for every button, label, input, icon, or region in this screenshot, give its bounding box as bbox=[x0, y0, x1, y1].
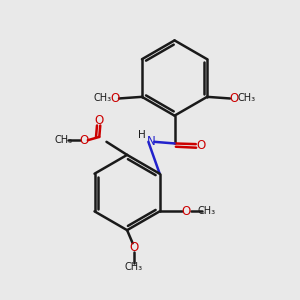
Text: N: N bbox=[147, 135, 156, 148]
Text: O: O bbox=[229, 92, 239, 105]
Text: O: O bbox=[95, 114, 104, 127]
Text: CH₃: CH₃ bbox=[197, 206, 215, 216]
Text: CH₃: CH₃ bbox=[54, 135, 72, 145]
Text: O: O bbox=[129, 241, 138, 254]
Text: O: O bbox=[110, 92, 120, 105]
Text: CH₃: CH₃ bbox=[94, 94, 112, 103]
Text: O: O bbox=[79, 134, 88, 147]
Text: O: O bbox=[181, 205, 190, 218]
Text: CH₃: CH₃ bbox=[124, 262, 143, 272]
Text: H: H bbox=[138, 130, 146, 140]
Text: O: O bbox=[196, 139, 205, 152]
Text: CH₃: CH₃ bbox=[237, 94, 255, 103]
